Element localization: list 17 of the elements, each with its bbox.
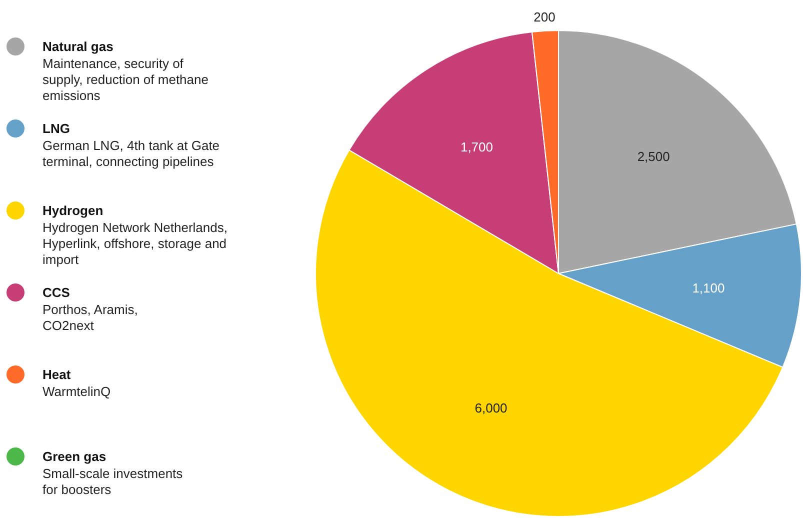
- legend-label: Heat: [42, 367, 72, 382]
- text: Maintenance, security of supply, reduction of methane emissions: [42, 56, 208, 103]
- data-label: 1,100: [692, 280, 725, 296]
- legend-label: Hydrogen: [42, 203, 104, 218]
- data-label: 200: [534, 9, 556, 24]
- text: Small-scale investments for boosters: [42, 466, 184, 497]
- text: Hydrogen Network Netherlands, Hyperlink, offshore, storage and import: [42, 220, 228, 267]
- legend-label: Natural gas: [42, 39, 114, 54]
- legend-label: LNG: [42, 121, 70, 136]
- data-label: 6,000: [474, 400, 508, 416]
- data-label: 2,500: [637, 149, 670, 164]
- text: Porthos, Aramis, CO2next: [42, 302, 138, 333]
- data-label: 1,700: [460, 139, 494, 154]
- text: WarmtelinQ: [42, 384, 111, 399]
- text: German LNG, 4th tank at Gate terminal, connecting pipelines: [42, 138, 220, 169]
- legend-label: CCS: [42, 285, 70, 300]
- legend-label: Green gas: [42, 449, 106, 464]
